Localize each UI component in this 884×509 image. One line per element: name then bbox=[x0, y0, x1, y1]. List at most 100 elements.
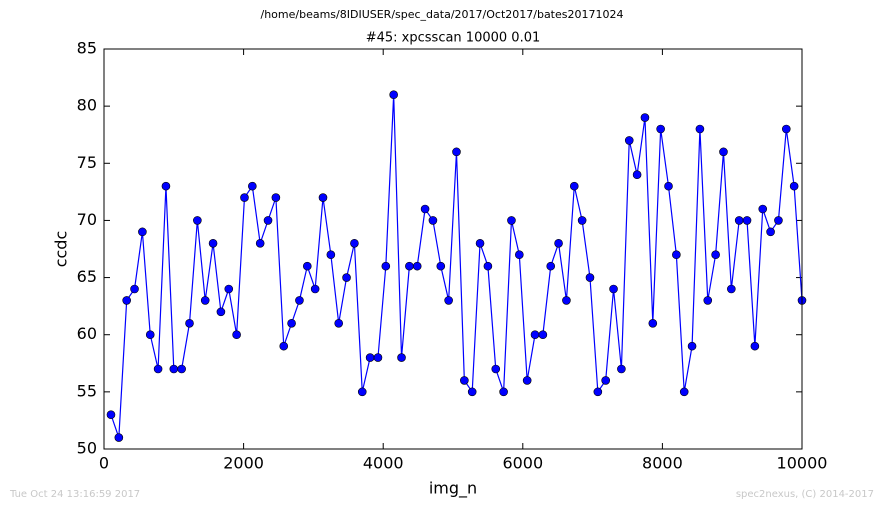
data-point bbox=[522, 376, 532, 385]
data-point bbox=[232, 330, 241, 340]
y-tick-label: 85 bbox=[77, 39, 97, 58]
data-point bbox=[263, 216, 273, 225]
data-point bbox=[318, 193, 328, 202]
data-point bbox=[742, 216, 752, 225]
data-point bbox=[444, 296, 453, 305]
data-point bbox=[122, 296, 131, 305]
plot-frame bbox=[103, 48, 803, 450]
y-tick-label: 65 bbox=[77, 267, 97, 286]
data-point bbox=[593, 387, 603, 397]
y-tick-label: 55 bbox=[77, 381, 97, 400]
data-point bbox=[177, 364, 186, 374]
data-point bbox=[240, 193, 249, 202]
data-point bbox=[515, 250, 524, 260]
data-point bbox=[758, 204, 768, 214]
y-axis-label: ccdc bbox=[52, 231, 71, 268]
y-tick-label: 50 bbox=[77, 439, 97, 458]
data-point bbox=[632, 170, 642, 180]
x-tick-label: 10000 bbox=[777, 454, 828, 473]
data-point bbox=[255, 238, 265, 248]
data-point bbox=[412, 261, 422, 271]
data-point bbox=[114, 433, 124, 442]
data-point bbox=[460, 376, 469, 385]
data-point bbox=[664, 181, 673, 191]
data-point bbox=[302, 261, 312, 271]
data-point bbox=[200, 296, 210, 305]
data-point bbox=[436, 261, 446, 271]
data-point bbox=[397, 353, 406, 362]
data-point bbox=[483, 261, 493, 271]
data-point bbox=[185, 318, 194, 328]
data-point bbox=[648, 318, 658, 328]
data-point bbox=[279, 341, 289, 351]
data-point bbox=[781, 124, 791, 134]
data-point bbox=[193, 216, 202, 225]
data-point bbox=[499, 387, 508, 397]
data-point bbox=[365, 353, 375, 362]
data-point bbox=[672, 250, 681, 260]
data-point bbox=[554, 238, 563, 248]
data-point bbox=[373, 353, 383, 362]
data-point bbox=[569, 181, 579, 191]
x-tick-label: 8000 bbox=[642, 454, 683, 473]
data-point bbox=[405, 261, 414, 271]
footer-right: spec2nexus, (C) 2014-2017 bbox=[736, 489, 874, 500]
data-point bbox=[342, 273, 351, 282]
x-tick-label: 0 bbox=[99, 454, 109, 473]
data-point bbox=[106, 410, 116, 420]
footer-left: Tue Oct 24 13:16:59 2017 bbox=[9, 489, 140, 500]
data-point bbox=[271, 193, 281, 202]
y-tick-label: 70 bbox=[77, 210, 97, 229]
data-point bbox=[169, 364, 179, 374]
data-point bbox=[161, 181, 171, 191]
data-point bbox=[224, 284, 234, 294]
x-tick-label: 6000 bbox=[502, 454, 543, 473]
data-point bbox=[357, 387, 367, 397]
x-tick-label: 2000 bbox=[223, 454, 264, 473]
data-point bbox=[727, 284, 736, 294]
data-point bbox=[640, 113, 650, 122]
data-point bbox=[617, 364, 626, 374]
data-point bbox=[601, 376, 610, 385]
suptitle: /home/beams/8IDIUSER/spec_data/2017/Oct2… bbox=[261, 8, 624, 21]
data-point bbox=[452, 147, 461, 157]
data-point bbox=[326, 250, 336, 260]
data-point bbox=[420, 204, 430, 214]
data-point bbox=[719, 147, 728, 157]
y-tick-label: 80 bbox=[77, 96, 97, 115]
data-point bbox=[766, 227, 775, 237]
data-point bbox=[789, 181, 799, 191]
data-point bbox=[145, 330, 155, 340]
data-point bbox=[530, 330, 540, 340]
data-point bbox=[287, 318, 296, 328]
data-point bbox=[428, 216, 438, 225]
data-point bbox=[687, 341, 697, 351]
data-point bbox=[381, 261, 391, 271]
data-point bbox=[334, 318, 344, 328]
data-point bbox=[248, 181, 257, 191]
data-point bbox=[695, 124, 705, 134]
data-point bbox=[562, 296, 571, 305]
data-point bbox=[467, 387, 477, 397]
data-point bbox=[703, 296, 713, 305]
y-tick-label: 75 bbox=[77, 153, 97, 172]
data-point bbox=[656, 124, 665, 134]
y-tick-label: 60 bbox=[77, 324, 97, 343]
data-point bbox=[507, 216, 516, 225]
data-point bbox=[130, 284, 139, 294]
x-tick-label: 4000 bbox=[363, 454, 404, 473]
data-point bbox=[577, 216, 587, 225]
data-point bbox=[389, 90, 398, 100]
data-point bbox=[750, 341, 760, 351]
data-point bbox=[153, 364, 163, 374]
data-point bbox=[491, 364, 501, 374]
data-point bbox=[546, 261, 556, 271]
data-point bbox=[734, 216, 744, 225]
data-point bbox=[216, 307, 226, 317]
data-point bbox=[624, 136, 634, 145]
data-point bbox=[538, 330, 548, 340]
data-point bbox=[585, 273, 595, 282]
data-point bbox=[350, 238, 359, 248]
data-point bbox=[310, 284, 320, 294]
